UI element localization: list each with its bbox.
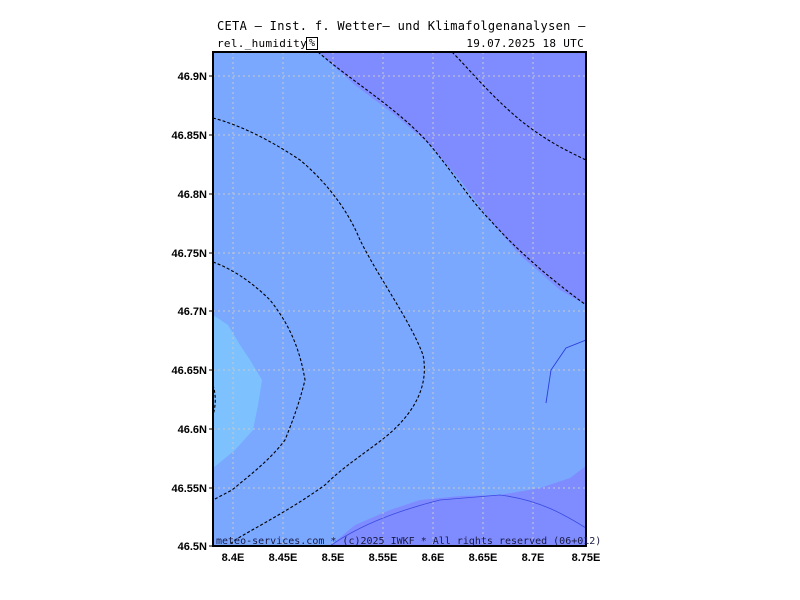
lon-tick-label: 8.55E [369,552,398,564]
contour-line-w-outer [213,117,425,546]
lat-tick-label: 46.7N [178,306,207,318]
lon-tick-label: 8.75E [572,552,601,564]
latitude-axis: 46.9N 46.85N 46.8N 46.75N 46.7N 46.65N 4… [172,71,213,553]
map-title: CETA — Inst. f. Wetter— und Klimafolgena… [217,19,586,33]
map-header-bar: rel._humidity % 19.07.2025 18 UTC [213,37,586,51]
parameter-label: rel._humidity [217,37,307,50]
lon-tick-label: 8.65E [469,552,498,564]
lat-tick-label: 46.85N [172,130,208,142]
contour-line-s-blue [329,494,586,546]
lat-tick-label: 46.65N [172,365,208,377]
credit-line: meteo-services.com * (c)2025 IWKF * All … [216,536,601,547]
contour-line-se-blue [545,339,586,404]
humidity-field-high-ne [318,52,586,305]
lat-tick-label: 46.75N [172,248,208,260]
humidity-field-low-w [213,315,262,468]
lon-tick-label: 8.5E [322,552,345,564]
lat-tick-label: 46.6N [178,424,207,436]
contour-line-ne-outer [317,52,586,306]
map-frame [212,51,587,547]
lon-tick-label: 8.6E [422,552,445,564]
lat-tick-label: 46.55N [172,483,208,495]
humidity-field-high-se [330,466,586,546]
contour-line-ne-inner [451,52,586,161]
valid-time: 19.07.2025 18 UTC [466,37,584,50]
contour-line-w-mid [213,261,306,501]
lon-tick-label: 8.4E [222,552,245,564]
lon-tick-label: 8.7E [522,552,545,564]
longitude-axis: 8.4E 8.45E 8.5E 8.55E 8.6E 8.65E 8.7E 8.… [222,552,601,564]
grid-lines [213,52,586,546]
lat-tick-label: 46.8N [178,189,207,201]
lat-tick-label: 46.9N [178,71,207,83]
lon-tick-label: 8.45E [269,552,298,564]
lat-tick-label: 46.5N [178,541,207,553]
unit-box: % [306,37,319,50]
